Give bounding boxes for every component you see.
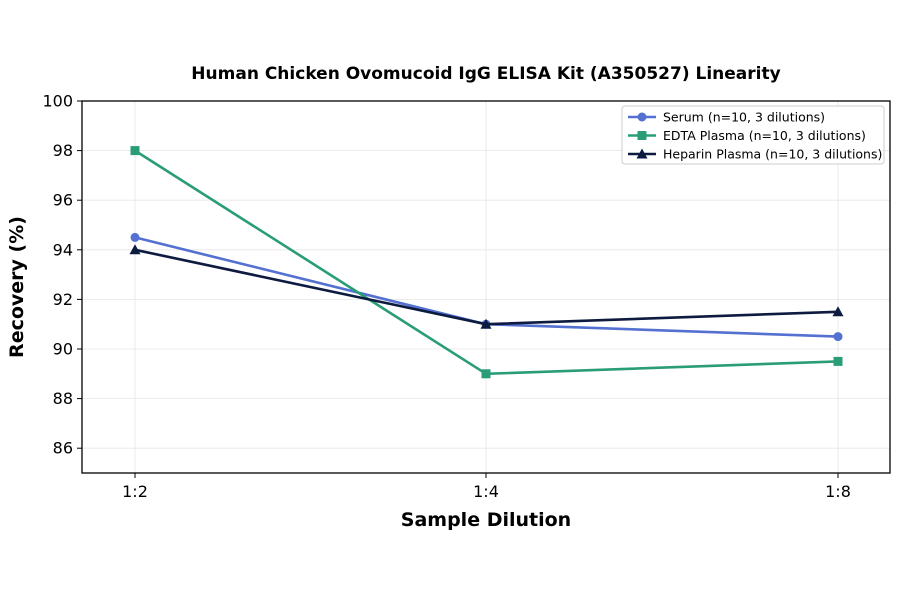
x-tick-label: 1:4 [473, 482, 499, 501]
legend-entry: EDTA Plasma (n=10, 3 dilutions) [663, 128, 866, 143]
legend-entry: Heparin Plasma (n=10, 3 dilutions) [663, 147, 882, 162]
x-axis-ticks: 1:2 1:4 1:8 [122, 473, 851, 501]
data-point [833, 332, 843, 342]
y-tick-label: 92 [53, 290, 73, 309]
data-point [481, 369, 491, 379]
legend-entry: Serum (n=10, 3 dilutions) [663, 110, 825, 125]
y-tick-label: 96 [53, 191, 73, 210]
data-point [833, 356, 843, 366]
data-point [130, 232, 140, 242]
series-2 [129, 244, 844, 329]
x-axis-label: Sample Dilution [401, 509, 571, 531]
data-point [832, 306, 844, 317]
series-1 [130, 146, 843, 379]
series-line [134, 248, 839, 326]
y-tick-label: 86 [53, 439, 73, 458]
data-point [480, 318, 492, 329]
y-tick-label: 90 [53, 340, 73, 359]
x-tick-label: 1:8 [825, 482, 851, 501]
y-tick-label: 100 [42, 92, 73, 111]
legend-box [621, 105, 885, 165]
y-axis-label: Recovery (%) [6, 216, 28, 358]
y-tick-label: 94 [53, 240, 73, 259]
legend-marker [637, 112, 647, 122]
data-point [129, 244, 141, 255]
y-tick-label: 98 [53, 141, 73, 160]
legend-marker [637, 131, 647, 140]
y-axis-ticks: 86 88 90 92 94 96 98 100 [42, 92, 82, 458]
data-point [130, 146, 140, 156]
series-layer [129, 146, 844, 379]
y-tick-label: 88 [53, 389, 73, 408]
legend: Serum (n=10, 3 dilutions) EDTA Plasma (n=… [621, 105, 885, 165]
x-tick-label: 1:2 [122, 482, 148, 501]
legend-marker [636, 148, 648, 159]
chart-title: Human Chicken Ovomucoid IgG ELISA Kit (A… [191, 64, 780, 84]
